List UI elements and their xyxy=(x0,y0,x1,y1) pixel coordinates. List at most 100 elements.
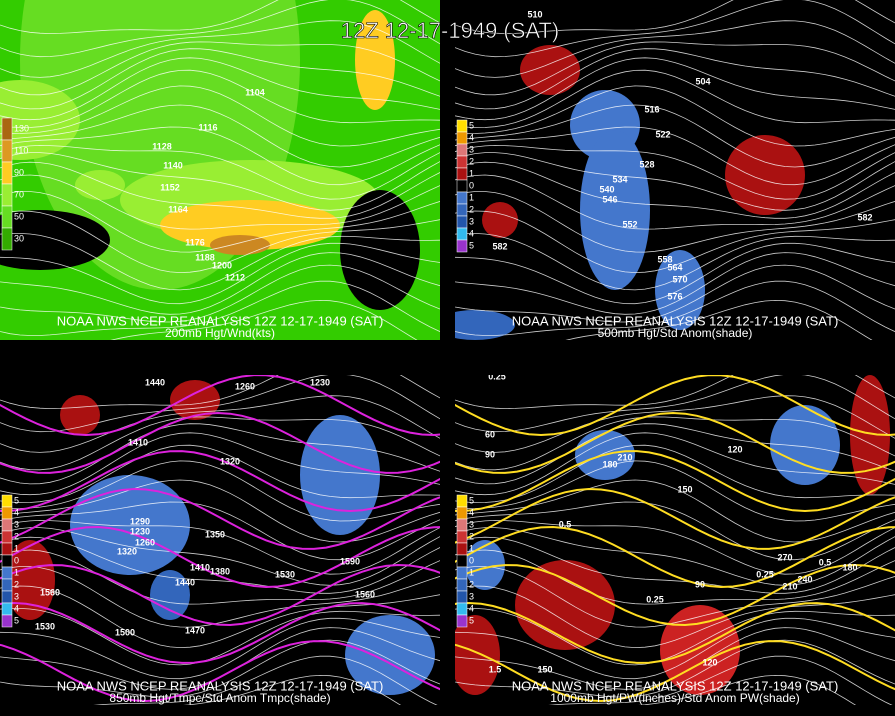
legend-label: 5 xyxy=(469,120,474,130)
legend-label: 70 xyxy=(14,189,24,199)
contour-line xyxy=(455,104,895,168)
contour-line xyxy=(455,549,895,605)
contour-label: 1200 xyxy=(212,260,232,270)
legend-label: 4 xyxy=(14,603,19,613)
shade xyxy=(465,540,505,590)
contour-line xyxy=(0,501,440,561)
contour-label: 1.5 xyxy=(489,664,502,674)
contour-line xyxy=(0,639,440,698)
contour-label: 522 xyxy=(655,129,670,139)
contour-label: 1410 xyxy=(128,437,148,447)
contour-label: 210 xyxy=(617,452,632,462)
shade xyxy=(60,395,100,435)
legend-swatch xyxy=(1,602,13,616)
legend-swatch xyxy=(456,227,468,241)
legend-label: 110 xyxy=(14,145,28,155)
contour-line xyxy=(455,423,895,485)
contour-label: 1590 xyxy=(340,556,360,566)
shade xyxy=(75,170,125,200)
contour-line xyxy=(0,161,440,219)
contour-line xyxy=(455,264,895,323)
contour-label: 90 xyxy=(485,449,495,459)
contour-label: 1500 xyxy=(115,627,135,637)
legend-swatch xyxy=(1,566,13,580)
contour-label: 1176 xyxy=(185,237,205,247)
legend-label: 3 xyxy=(469,216,474,226)
contour-label: 534 xyxy=(612,174,627,184)
legend-swatch xyxy=(456,518,468,532)
contour-label: 1560 xyxy=(40,587,60,597)
legend-swatch xyxy=(456,614,468,628)
shade xyxy=(725,135,805,215)
legend-swatch xyxy=(1,117,13,141)
contour-line xyxy=(455,444,895,504)
contour-label: 582 xyxy=(857,212,872,222)
contour-label: 1560 xyxy=(355,589,375,599)
contour-label: 1230 xyxy=(310,377,330,387)
contour-line xyxy=(455,501,895,561)
legend-swatch xyxy=(1,590,13,604)
contour-line xyxy=(455,252,895,315)
shade xyxy=(455,310,515,340)
contour-label: 570 xyxy=(672,274,687,284)
legend-label: 4 xyxy=(469,603,474,613)
contour-line xyxy=(0,460,440,522)
legend-swatch xyxy=(1,139,13,163)
contour-line xyxy=(455,191,895,253)
legend-label: 1 xyxy=(14,543,19,553)
contour-label: 1260 xyxy=(135,537,155,547)
contour-line xyxy=(455,69,895,129)
contour-label: 60 xyxy=(485,429,495,439)
contour-label: 210 xyxy=(782,581,797,591)
legend-swatch xyxy=(456,179,468,193)
contour-line xyxy=(0,375,440,437)
shade xyxy=(5,540,55,620)
legend-swatch xyxy=(456,578,468,592)
legend-label: 2 xyxy=(469,204,474,214)
contour-line xyxy=(0,152,440,211)
contour-line xyxy=(0,69,440,129)
contour-line xyxy=(0,487,440,550)
legend-swatch xyxy=(456,191,468,205)
contour-label: 180 xyxy=(842,562,857,572)
legend-label: 2 xyxy=(469,156,474,166)
contour-line xyxy=(455,48,895,110)
contour-label: 1530 xyxy=(275,569,295,579)
contour-line xyxy=(455,57,895,121)
contour-label: 240 xyxy=(797,574,812,584)
contour-label: 1116 xyxy=(198,122,217,132)
contour-line xyxy=(0,563,440,627)
legend-label: 0 xyxy=(469,555,474,565)
contour-label: 1380 xyxy=(210,566,230,576)
contour-line xyxy=(0,617,440,680)
legend-swatch xyxy=(456,131,468,145)
contour-line xyxy=(0,416,440,471)
contour-line xyxy=(455,640,895,703)
contour-label: 1230 xyxy=(130,526,150,536)
contour-label: 90 xyxy=(695,579,705,589)
shade xyxy=(482,202,518,238)
shade xyxy=(300,415,380,535)
contour-line xyxy=(455,639,895,698)
contour-label: 1350 xyxy=(205,529,225,539)
legend-label: 2 xyxy=(469,531,474,541)
contour-label: 1104 xyxy=(245,87,265,97)
contour-line xyxy=(455,375,895,437)
contour-label: 582 xyxy=(492,241,507,251)
contour-label: 1260 xyxy=(235,381,255,391)
contour-line xyxy=(455,233,895,291)
contour-line xyxy=(0,20,440,78)
contour-line xyxy=(455,0,895,58)
contour-line xyxy=(0,640,440,703)
contour-label: 1188 xyxy=(195,252,215,262)
contour-label: 0.25 xyxy=(756,569,774,579)
legend-swatch xyxy=(1,614,13,628)
contour-line xyxy=(0,104,440,168)
legend-label: 1 xyxy=(469,567,474,577)
legend-label: 5 xyxy=(469,240,474,250)
contour-line xyxy=(455,525,895,589)
legend-swatch xyxy=(456,590,468,604)
contour-label: 546 xyxy=(602,194,617,204)
